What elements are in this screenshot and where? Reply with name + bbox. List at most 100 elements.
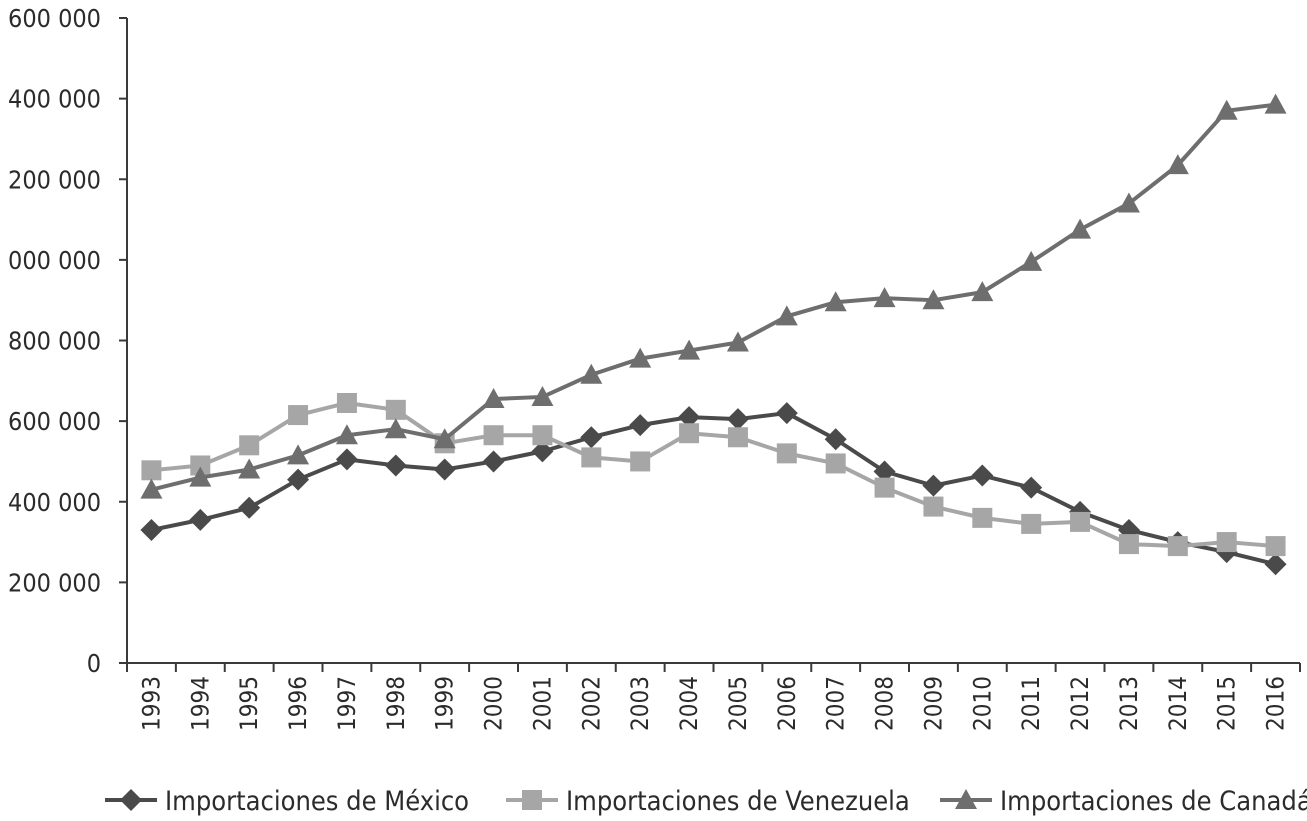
x-tick-label: 2008 [871, 676, 899, 731]
data-point [581, 447, 602, 468]
data-point [776, 443, 797, 464]
data-point [775, 305, 798, 326]
data-point [825, 453, 846, 474]
x-tick-label: 1995 [235, 676, 263, 731]
data-point [678, 339, 701, 360]
data-point [1020, 476, 1043, 499]
legend-marker [955, 789, 977, 809]
legend-label: Importaciones de Canadá [1000, 786, 1307, 817]
data-point [433, 458, 456, 481]
data-point [726, 331, 749, 352]
legend: Importaciones de México Importaciones de … [105, 786, 1307, 817]
data-point [385, 399, 406, 420]
legend-label: Importaciones de Venezuela [566, 786, 910, 817]
x-tick-label: 1999 [431, 676, 459, 731]
data-point [775, 402, 798, 425]
data-point [532, 425, 553, 446]
data-point [238, 458, 261, 479]
data-point [1021, 513, 1042, 534]
data-point [384, 454, 407, 477]
legend-marker [120, 789, 142, 811]
data-point [580, 426, 603, 449]
data-point [580, 363, 603, 384]
x-tick-label: 2012 [1066, 676, 1094, 731]
data-point [824, 428, 847, 451]
data-point [727, 427, 748, 448]
x-tick-label: 2003 [626, 676, 654, 731]
data-point [972, 507, 993, 528]
data-point [873, 287, 896, 308]
legend-item: Importaciones de México [105, 786, 469, 817]
data-point [288, 405, 309, 426]
data-point [824, 291, 847, 312]
data-point [923, 496, 944, 517]
data-point [678, 406, 701, 429]
x-tick-label: 2000 [480, 676, 508, 731]
data-point [1264, 93, 1287, 114]
x-tick-label: 2005 [724, 676, 752, 731]
data-point [629, 347, 652, 368]
data-point [287, 468, 310, 491]
series-diamond [140, 402, 1287, 576]
legend-item: Importaciones de Venezuela [506, 786, 910, 817]
data-point [287, 444, 310, 465]
y-tick-label: 0 [87, 649, 101, 678]
series-layer [140, 93, 1287, 576]
legend-marker [522, 790, 542, 810]
x-tick-label: 2001 [528, 676, 556, 731]
series-triangle [140, 93, 1287, 499]
data-point [190, 455, 211, 476]
y-tick-label: 1 000 000 [0, 246, 101, 275]
x-tick-label: 2004 [675, 676, 703, 731]
data-point [336, 392, 357, 413]
x-tick-label: 2009 [919, 676, 947, 731]
data-point [189, 466, 212, 487]
data-point [335, 424, 358, 445]
axes [126, 18, 1300, 664]
y-tick-label: 200 000 [8, 568, 101, 597]
series-line [150, 102, 1276, 492]
data-point [140, 518, 163, 541]
data-point [629, 414, 652, 437]
legend-item: Importaciones de Canadá [940, 786, 1307, 817]
data-point [239, 435, 260, 456]
data-point [531, 440, 554, 463]
data-point [384, 418, 407, 439]
data-point [1117, 192, 1140, 213]
x-tick-label: 2016 [1262, 676, 1290, 731]
data-point [531, 385, 554, 406]
x-tick-label: 2010 [968, 676, 996, 731]
data-point [483, 425, 504, 446]
data-point [433, 428, 456, 449]
data-point [630, 451, 651, 472]
data-point [189, 508, 212, 531]
data-point [873, 460, 896, 483]
data-point [1216, 532, 1237, 553]
data-point [141, 460, 162, 481]
y-tick-label: 600 000 [8, 407, 101, 436]
data-point [335, 448, 358, 471]
y-tick-label: 400 000 [8, 488, 101, 517]
data-point [971, 464, 994, 487]
y-tick-label: 800 000 [8, 327, 101, 356]
data-point [1166, 154, 1189, 175]
y-tick-label: 1 600 000 [0, 4, 101, 33]
x-tick-label: 2002 [577, 676, 605, 731]
data-point [1118, 534, 1139, 555]
data-point [922, 289, 945, 310]
x-tick-labels: 1993 1994 1995 1996 1997 1998 1999 2000 2001 2002… [126, 663, 1301, 731]
data-point [1020, 250, 1043, 271]
x-tick-label: 2015 [1213, 676, 1241, 731]
data-point [1070, 511, 1091, 532]
x-tick-label: 1994 [186, 676, 214, 731]
x-tick-label: 1997 [333, 676, 361, 731]
data-point [1265, 536, 1286, 557]
data-point [1069, 218, 1092, 239]
x-tick-label: 1998 [382, 676, 410, 731]
data-point [971, 281, 994, 302]
data-point [1167, 536, 1188, 557]
data-point [482, 387, 505, 408]
y-tick-labels: 0 200 000 400 000 600 000 800 000 1 000 000 1 … [0, 4, 127, 678]
x-tick-label: 1996 [284, 676, 312, 731]
